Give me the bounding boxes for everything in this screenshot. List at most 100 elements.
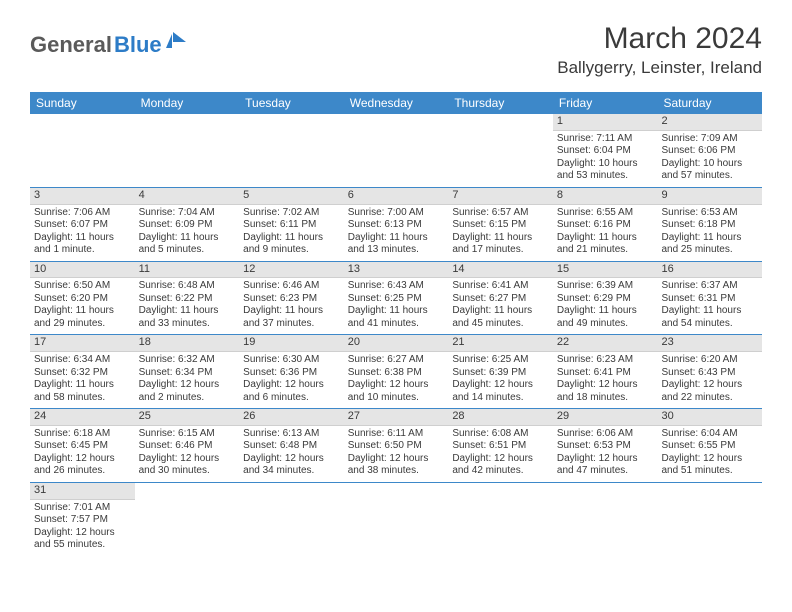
cell-line: Daylight: 12 hours: [243, 379, 340, 392]
cell-line: and 47 minutes.: [557, 465, 654, 478]
location: Ballygerry, Leinster, Ireland: [557, 58, 762, 78]
cell-line: Sunrise: 6:25 AM: [452, 354, 549, 367]
cell-body: Sunrise: 6:20 AMSunset: 6:43 PMDaylight:…: [657, 352, 762, 408]
day-number: 5: [239, 188, 344, 205]
day-number: 28: [448, 409, 553, 426]
cell-line: Sunset: 6:15 PM: [452, 219, 549, 232]
day-number: 19: [239, 335, 344, 352]
calendar-cell: 2Sunrise: 7:09 AMSunset: 6:06 PMDaylight…: [657, 114, 762, 187]
cell-body: Sunrise: 6:13 AMSunset: 6:48 PMDaylight:…: [239, 426, 344, 482]
cell-line: and 49 minutes.: [557, 318, 654, 331]
cell-line: and 34 minutes.: [243, 465, 340, 478]
cell-body: Sunrise: 6:18 AMSunset: 6:45 PMDaylight:…: [30, 426, 135, 482]
cell-line: Sunset: 6:45 PM: [34, 440, 131, 453]
cell-line: and 25 minutes.: [661, 244, 758, 257]
cell-line: Daylight: 11 hours: [348, 305, 445, 318]
day-header: Wednesday: [344, 92, 449, 114]
cell-line: Daylight: 11 hours: [452, 305, 549, 318]
week-row: 3Sunrise: 7:06 AMSunset: 6:07 PMDaylight…: [30, 188, 762, 262]
cell-line: Daylight: 11 hours: [452, 232, 549, 245]
cell-line: Sunrise: 6:15 AM: [139, 428, 236, 441]
cell-body: Sunrise: 6:32 AMSunset: 6:34 PMDaylight:…: [135, 352, 240, 408]
cell-line: Sunset: 6:16 PM: [557, 219, 654, 232]
cell-line: Sunset: 6:34 PM: [139, 367, 236, 380]
cell-line: Sunrise: 6:39 AM: [557, 280, 654, 293]
cell-line: Sunset: 6:07 PM: [34, 219, 131, 232]
cell-line: and 54 minutes.: [661, 318, 758, 331]
cell-line: and 17 minutes.: [452, 244, 549, 257]
cell-line: Sunrise: 6:13 AM: [243, 428, 340, 441]
cell-body: Sunrise: 7:00 AMSunset: 6:13 PMDaylight:…: [344, 205, 449, 261]
cell-line: Sunset: 6:23 PM: [243, 293, 340, 306]
calendar-cell: 28Sunrise: 6:08 AMSunset: 6:51 PMDayligh…: [448, 409, 553, 482]
cell-line: Sunrise: 6:50 AM: [34, 280, 131, 293]
cell-line: Sunrise: 6:34 AM: [34, 354, 131, 367]
cell-line: and 21 minutes.: [557, 244, 654, 257]
day-number: 30: [657, 409, 762, 426]
cell-body: Sunrise: 6:57 AMSunset: 6:15 PMDaylight:…: [448, 205, 553, 261]
cell-body: Sunrise: 6:27 AMSunset: 6:38 PMDaylight:…: [344, 352, 449, 408]
cell-body: Sunrise: 6:25 AMSunset: 6:39 PMDaylight:…: [448, 352, 553, 408]
cell-line: and 2 minutes.: [139, 392, 236, 405]
cell-line: Sunrise: 6:08 AM: [452, 428, 549, 441]
cell-line: Daylight: 11 hours: [661, 232, 758, 245]
cell-line: Sunset: 6:50 PM: [348, 440, 445, 453]
logo: General Blue: [30, 32, 186, 58]
week-row: 17 Sunrise: 6:34 AMSunset: 6:32 PM Dayligh…: [30, 335, 762, 409]
cell-line: Sunrise: 7:01 AM: [34, 502, 131, 515]
cell-line: Daylight: 11 hours: [139, 232, 236, 245]
calendar-cell-blank: [30, 114, 135, 187]
calendar-cell-blank: [344, 483, 449, 556]
calendar-cell: 3Sunrise: 7:06 AMSunset: 6:07 PMDaylight…: [30, 188, 135, 261]
cell-line: Daylight: 12 hours: [139, 453, 236, 466]
week-row: 1Sunrise: 7:11 AMSunset: 6:04 PMDaylight…: [30, 114, 762, 188]
cell-line: Daylight: 11 hours: [661, 305, 758, 318]
cell-line: Daylight: 12 hours: [139, 379, 236, 392]
calendar-cell: 9Sunrise: 6:53 AMSunset: 6:18 PMDaylight…: [657, 188, 762, 261]
cell-body: Sunrise: 7:01 AMSunset: 7:57 PMDaylight:…: [30, 500, 135, 556]
cell-line: Sunset: 6:29 PM: [557, 293, 654, 306]
cell-body: Sunrise: 6:23 AMSunset: 6:41 PMDaylight:…: [553, 352, 658, 408]
cell-line: and 37 minutes.: [243, 318, 340, 331]
calendar-cell: 8Sunrise: 6:55 AMSunset: 6:16 PMDaylight…: [553, 188, 658, 261]
day-header: Monday: [135, 92, 240, 114]
cell-line: and 1 minute.: [34, 244, 131, 257]
calendar-cell: 27Sunrise: 6:11 AMSunset: 6:50 PMDayligh…: [344, 409, 449, 482]
logo-text-1: General: [30, 32, 112, 58]
calendar-cell: 10Sunrise: 6:50 AMSunset: 6:20 PMDayligh…: [30, 262, 135, 335]
cell-line: Daylight: 11 hours: [243, 232, 340, 245]
cell-line: Sunrise: 6:53 AM: [661, 207, 758, 220]
calendar-cell: 19Sunrise: 6:30 AMSunset: 6:36 PMDayligh…: [239, 335, 344, 408]
cell-line: Sunrise: 6:18 AM: [34, 428, 131, 441]
calendar-cell: 18Sunrise: 6:32 AMSunset: 6:34 PMDayligh…: [135, 335, 240, 408]
cell-line: Sunset: 6:06 PM: [661, 145, 758, 158]
cell-line: Sunrise: 6:41 AM: [452, 280, 549, 293]
day-header: Friday: [553, 92, 658, 114]
calendar: SundayMondayTuesdayWednesdayThursdayFrid…: [30, 92, 762, 556]
day-number: 6: [344, 188, 449, 205]
calendar-cell: 6Sunrise: 7:00 AMSunset: 6:13 PMDaylight…: [344, 188, 449, 261]
calendar-cell-blank: [239, 483, 344, 556]
day-number: 17: [30, 335, 135, 352]
week-row: 24Sunrise: 6:18 AMSunset: 6:45 PMDayligh…: [30, 409, 762, 483]
calendar-cell-blank: [448, 483, 553, 556]
cell-body: Sunrise: 6:55 AMSunset: 6:16 PMDaylight:…: [553, 205, 658, 261]
cell-line: and 10 minutes.: [348, 392, 445, 405]
day-number: 12: [239, 262, 344, 279]
cell-line: Daylight: 12 hours: [557, 379, 654, 392]
cell-body: Sunrise: 6:11 AMSunset: 6:50 PMDaylight:…: [344, 426, 449, 482]
cell-line: and 18 minutes.: [557, 392, 654, 405]
day-header: Saturday: [657, 92, 762, 114]
calendar-cell: 25Sunrise: 6:15 AMSunset: 6:46 PMDayligh…: [135, 409, 240, 482]
day-number: 7: [448, 188, 553, 205]
cell-line: Sunrise: 6:30 AM: [243, 354, 340, 367]
cell-line: Sunrise: 7:00 AM: [348, 207, 445, 220]
day-number: 8: [553, 188, 658, 205]
cell-line: Sunset: 6:32 PM: [34, 367, 131, 380]
cell-line: Sunset: 6:53 PM: [557, 440, 654, 453]
cell-line: and 33 minutes.: [139, 318, 236, 331]
cell-body: Sunrise: 6:50 AMSunset: 6:20 PMDaylight:…: [30, 278, 135, 334]
cell-line: and 6 minutes.: [243, 392, 340, 405]
cell-line: Sunrise: 6:48 AM: [139, 280, 236, 293]
cell-line: Sunset: 6:04 PM: [557, 145, 654, 158]
